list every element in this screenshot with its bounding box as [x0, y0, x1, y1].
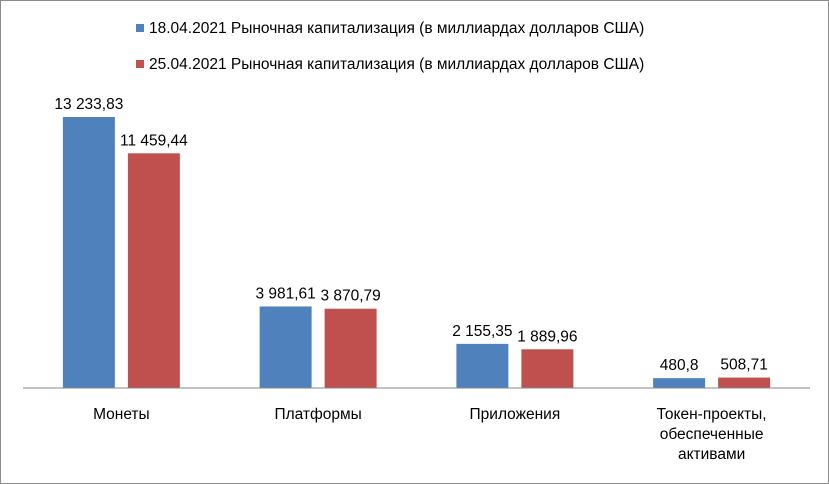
data-label-s1-c4: 480,8 [660, 357, 699, 374]
bar-s1-c3 [456, 343, 509, 388]
data-label-s2-c3: 1 889,96 [517, 328, 577, 345]
bar-s2-c1 [127, 153, 180, 388]
legend-swatch-2 [136, 60, 144, 68]
data-label-s2-c4: 508,71 [720, 357, 767, 374]
bars [62, 117, 771, 388]
category-label-4: Токен-проекты, обеспеченные активами [657, 406, 767, 463]
data-label-s2-c1: 11 459,44 [120, 132, 188, 149]
bar-s2-c4 [718, 377, 771, 388]
category-label-2: Платформы [274, 406, 361, 423]
bar-s2-c3 [521, 349, 574, 388]
data-label-s1-c1: 13 233,83 [54, 96, 123, 113]
category-label-3: Приложения [470, 406, 561, 423]
legend-swatch-1 [136, 24, 144, 32]
legend-label-2: 25.04.2021 Рыночная капитализация (в мил… [149, 56, 644, 73]
legend-label-1: 18.04.2021 Рыночная капитализация (в мил… [149, 20, 644, 37]
data-labels: 13 233,83 11 459,44 3 981,61 3 870,79 2 155,… [54, 96, 767, 374]
category-label-3-line-1: Приложения [470, 406, 561, 423]
data-label-s2-c2: 3 870,79 [320, 288, 380, 305]
category-label-4-line-1: Токен-проекты, [657, 406, 767, 423]
category-label-4-line-2: обеспеченные [660, 426, 764, 443]
data-label-s1-c3: 2 155,35 [452, 323, 512, 340]
category-labels: Монеты Платформы Приложения Токен-проекты, о… [93, 406, 767, 463]
category-label-4-line-3: активами [678, 446, 745, 463]
bar-s1-c1 [62, 117, 115, 388]
bar-s2-c2 [324, 308, 377, 388]
category-label-1-line-1: Монеты [93, 406, 150, 423]
bar-s1-c4 [653, 378, 706, 388]
category-label-1: Монеты [93, 406, 150, 423]
category-label-2-line-1: Платформы [274, 406, 361, 423]
data-label-s1-c2: 3 981,61 [255, 285, 315, 302]
legend: 18.04.2021 Рыночная капитализация (в мил… [136, 20, 644, 73]
bar-s1-c2 [259, 306, 312, 388]
